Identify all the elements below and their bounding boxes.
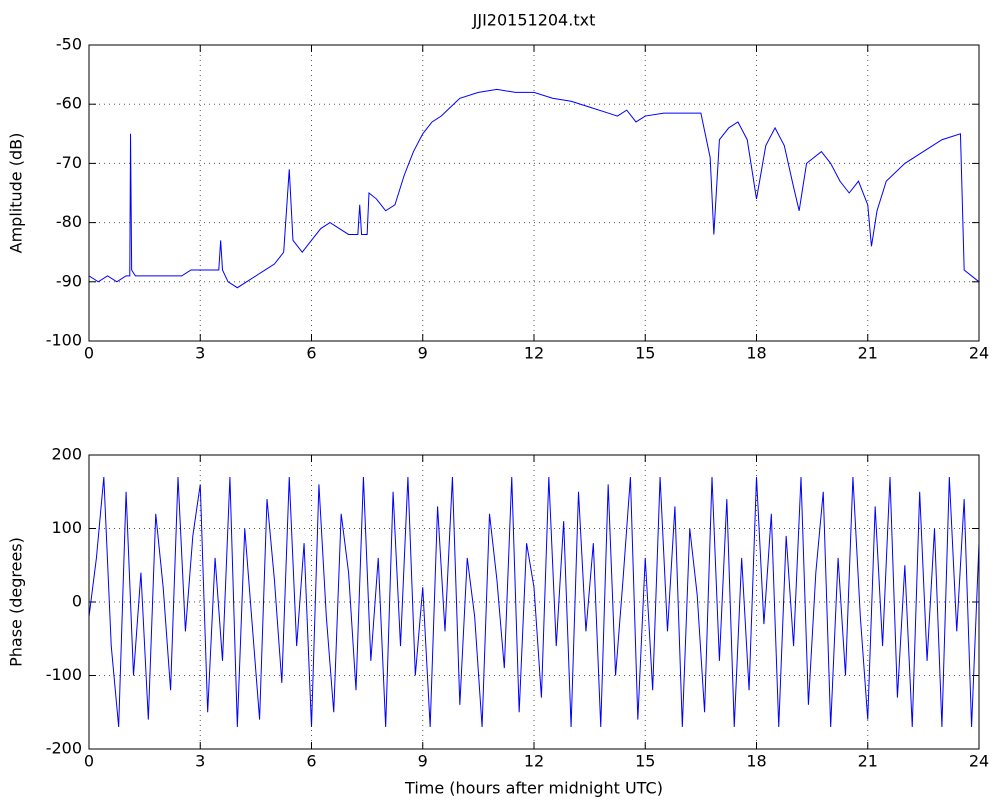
y-tick-label: -70 [56,153,82,172]
y-axis-label: Phase (degrees) [7,537,26,667]
y-tick-label: 200 [51,445,82,464]
x-tick-label: 24 [969,752,989,771]
x-tick-label: 18 [746,344,766,363]
x-tick-label: 21 [858,752,878,771]
y-tick-label: -50 [56,35,82,54]
y-axis-label: Amplitude (dB) [7,133,26,254]
y-tick-label: -200 [46,739,82,758]
y-tick-label: -100 [46,665,82,684]
x-tick-label: 15 [635,344,655,363]
axes-frame [88,44,980,342]
x-tick-label: 3 [195,344,205,363]
x-tick-label: 18 [746,752,766,771]
x-axis-label: Time (hours after midnight UTC) [404,779,663,798]
y-tick-label: -90 [56,271,82,290]
x-tick-label: 6 [306,344,316,363]
x-tick-label: 0 [84,752,94,771]
x-tick-label: 21 [858,344,878,363]
x-tick-label: 15 [635,752,655,771]
y-tick-label: -100 [46,331,82,350]
y-tick-label: 100 [51,518,82,537]
x-tick-label: 9 [418,344,428,363]
y-tick-label: 0 [72,592,82,611]
y-tick-label: -80 [56,212,82,231]
y-tick-label: -60 [56,94,82,113]
x-tick-label: 0 [84,344,94,363]
chart-title: JJI20151204.txt [472,11,596,30]
x-tick-label: 3 [195,752,205,771]
data-line [88,88,980,289]
x-tick-label: 6 [306,752,316,771]
data-line [88,477,980,727]
x-tick-label: 24 [969,344,989,363]
x-tick-label: 12 [524,344,544,363]
x-tick-label: 9 [418,752,428,771]
axes-frame [88,454,980,750]
x-tick-label: 12 [524,752,544,771]
